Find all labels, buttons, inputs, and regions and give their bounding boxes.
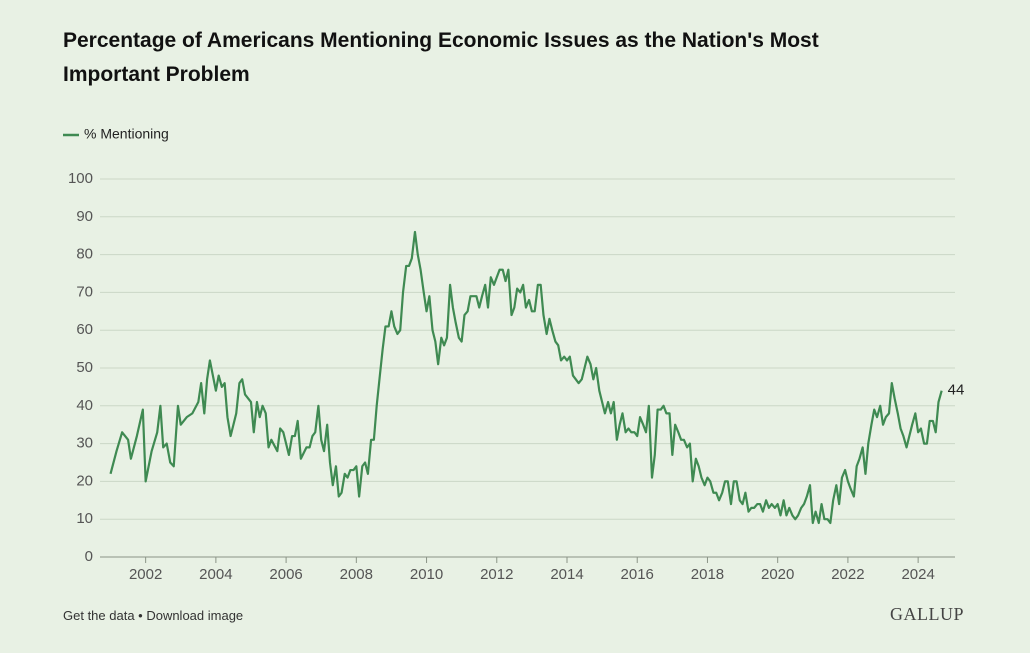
y-tick-label: 80 bbox=[76, 246, 93, 263]
y-tick-label: 60 bbox=[76, 321, 93, 338]
x-tick-label: 2008 bbox=[340, 566, 373, 583]
legend-label: % Mentioning bbox=[84, 126, 169, 142]
x-tick-label: 2006 bbox=[269, 566, 302, 583]
y-tick-label: 40 bbox=[76, 397, 93, 414]
x-tick-label: 2004 bbox=[199, 566, 232, 583]
data-line bbox=[109, 230, 943, 525]
x-tick-label: 2012 bbox=[480, 566, 513, 583]
x-tick-label: 2016 bbox=[621, 566, 654, 583]
y-tick-label: 0 bbox=[85, 548, 93, 565]
y-tick-label: 20 bbox=[76, 472, 93, 489]
x-tick-label: 2002 bbox=[129, 566, 162, 583]
x-tick-label: 2014 bbox=[550, 566, 583, 583]
y-tick-label: 90 bbox=[76, 208, 93, 225]
y-tick-label: 100 bbox=[68, 170, 93, 187]
y-tick-label: 30 bbox=[76, 435, 93, 452]
x-tick-label: 2010 bbox=[410, 566, 443, 583]
y-tick-label: 70 bbox=[76, 283, 93, 300]
brand: GALLUP bbox=[890, 604, 964, 624]
x-tick-label: 2024 bbox=[901, 566, 934, 583]
x-tick-label: 2022 bbox=[831, 566, 864, 583]
data-label: 44 bbox=[948, 382, 965, 399]
footer-links[interactable]: Get the data • Download image bbox=[63, 608, 244, 623]
y-tick-label: 10 bbox=[76, 510, 93, 527]
chart-title: Percentage of Americans Mentioning Econo… bbox=[63, 29, 819, 86]
x-tick-label: 2018 bbox=[691, 566, 724, 583]
y-tick-label: 50 bbox=[76, 359, 93, 376]
x-tick-label: 2020 bbox=[761, 566, 794, 583]
chart: 0 10 20 30 40 50 60 70 80 90 100 2002 2004 2006 2008 20… bbox=[63, 126, 965, 583]
